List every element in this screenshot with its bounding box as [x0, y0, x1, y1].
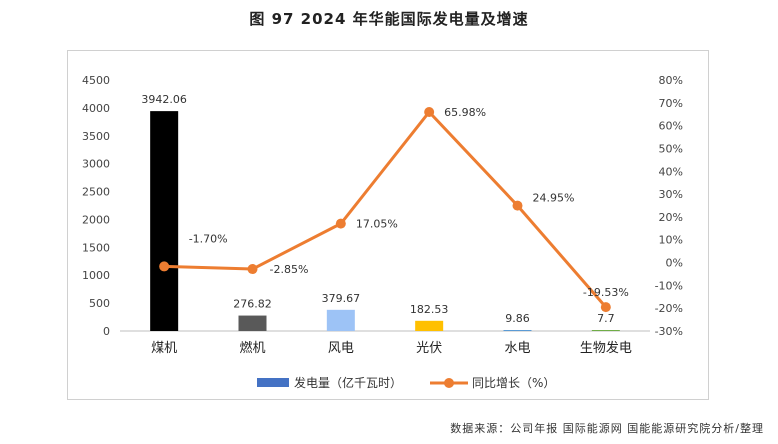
growth-point-2 [335, 218, 346, 229]
bar-2 [326, 309, 355, 331]
y-right-tick-label: -10% [655, 279, 683, 292]
y-right-tick-label: 60% [659, 120, 683, 133]
bar-1 [238, 315, 267, 331]
growth-line [164, 110, 607, 309]
y-left-tick-label: 4000 [82, 102, 110, 115]
source-note: 数据来源：公司年报 国际能源网 国能能源研究院分析/整理 [450, 422, 764, 435]
bar-value-label: 9.86 [505, 312, 530, 325]
y-right-tick-label: 20% [659, 211, 683, 224]
growth-point-0 [159, 261, 170, 272]
growth-point-4 [512, 200, 523, 211]
y-left-tick-label: 0 [103, 325, 110, 338]
growth-value-label: -1.70% [189, 232, 228, 245]
y-right-tick-label: 0% [666, 257, 683, 270]
bar-value-label: 182.53 [410, 303, 449, 316]
bar-3 [415, 320, 444, 331]
growth-value-label: -19.53% [583, 286, 629, 299]
growth-point-1 [247, 264, 258, 275]
y-right-tick-label: -30% [655, 325, 683, 338]
y-right-tick-label: 30% [659, 188, 683, 201]
bar-value-label: 379.67 [322, 292, 361, 305]
growth-point-3 [424, 106, 435, 117]
y-left-tick-label: 2000 [82, 213, 110, 226]
bar-5 [591, 330, 620, 331]
y-left-tick-label: 1000 [82, 269, 110, 282]
legend-label-line: 同比增长（%） [472, 376, 555, 390]
bar-value-label: 7.7 [597, 312, 615, 325]
growth-value-label: 65.98% [444, 106, 486, 119]
y-right-tick-label: 50% [659, 142, 683, 155]
growth-value-label: 24.95% [533, 192, 575, 205]
y-left-tick-label: 4500 [82, 74, 110, 87]
x-tick-label: 煤机 [151, 341, 177, 356]
y-left-tick-label: 500 [89, 297, 110, 310]
growth-point-5 [600, 302, 611, 313]
y-left-tick-label: 3000 [82, 158, 110, 171]
x-tick-label: 光伏 [416, 341, 442, 356]
x-tick-label: 生物发电 [580, 340, 632, 356]
y-left-tick-label: 2500 [82, 186, 110, 199]
chart-title: 图 97 2024 年华能国际发电量及增速 [249, 10, 529, 28]
y-right-tick-label: 10% [659, 234, 683, 247]
bar-value-label: 276.82 [233, 298, 272, 311]
x-tick-label: 风电 [328, 341, 354, 356]
legend-label-bar: 发电量（亿千瓦时） [294, 375, 402, 390]
growth-value-label: 17.05% [356, 218, 398, 231]
bar-0 [150, 111, 179, 331]
y-left-tick-label: 1500 [82, 241, 110, 254]
bar-value-label: 3942.06 [141, 93, 187, 106]
y-right-tick-label: 40% [659, 165, 683, 178]
y-left-tick-label: 3500 [82, 130, 110, 143]
legend-swatch-bar [257, 378, 289, 387]
y-right-tick-label: -20% [655, 302, 683, 315]
growth-value-label: -2.85% [270, 263, 309, 276]
x-tick-label: 水电 [504, 341, 530, 356]
y-right-tick-label: 80% [659, 74, 683, 87]
y-right-tick-label: 70% [659, 97, 683, 110]
bar-4 [503, 330, 532, 331]
x-tick-label: 燃机 [239, 340, 265, 356]
legend-marker-line [444, 378, 454, 388]
